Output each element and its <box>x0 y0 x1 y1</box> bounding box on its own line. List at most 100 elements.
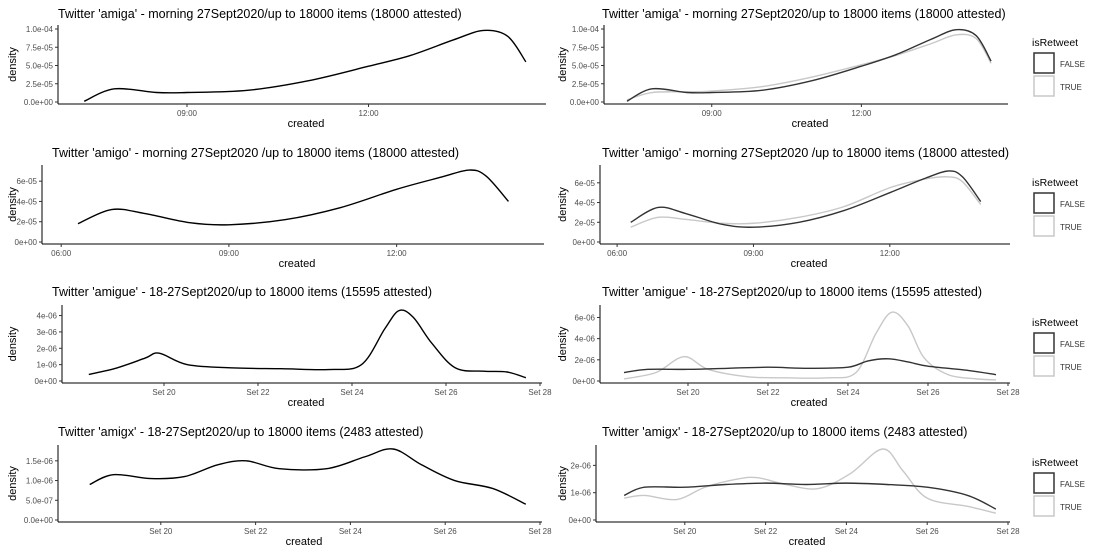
x-tick-label: Set 28 <box>528 527 552 536</box>
legend-title: isRetweet <box>1032 457 1078 469</box>
chart-panel-8: Twitter 'amigx' - 18-27Sept2020/up to 18… <box>557 425 1085 548</box>
x-tick-label: Set 24 <box>836 388 860 397</box>
chart-panel-4: Twitter 'amigo' - morning 27Sept2020 /up… <box>557 146 1085 270</box>
chart-title: Twitter 'amiga' - morning 27Sept2020/up … <box>602 7 1006 21</box>
y-axis-label: density <box>7 466 19 501</box>
x-tick-label: Set 28 <box>996 388 1020 397</box>
y-tick-label: 2.5e-05 <box>26 80 54 89</box>
y-axis-label: density <box>557 326 569 361</box>
y-tick-label: 2e-06 <box>575 356 596 365</box>
x-axis-label: created <box>288 397 325 409</box>
x-axis-label: created <box>279 258 316 270</box>
series-line-true <box>626 33 992 101</box>
legend-key-false <box>1033 332 1055 354</box>
y-axis-label: density <box>557 187 569 222</box>
y-tick-label: 6e-05 <box>17 177 38 186</box>
legend-key-true <box>1033 495 1055 517</box>
y-axis-label: density <box>557 466 569 501</box>
series-line-true <box>624 448 997 514</box>
y-axis-label: density <box>7 187 19 222</box>
x-tick-label: Set 20 <box>149 527 173 536</box>
legend-key-true <box>1033 355 1055 377</box>
chart-title: Twitter 'amigx' - 18-27Sept2020/up to 18… <box>58 425 423 439</box>
chart-title: Twitter 'amigue' - 18-27Sept2020/up to 1… <box>602 285 982 299</box>
y-tick-label: 7.5e-05 <box>26 43 54 52</box>
chart-panel-7: Twitter 'amigx' - 18-27Sept2020/up to 18… <box>7 425 552 548</box>
series-line-false <box>630 170 982 228</box>
y-tick-label: 6e-06 <box>575 313 596 322</box>
series-line-false <box>623 358 997 376</box>
x-tick-label: 06:00 <box>51 249 72 258</box>
legend-key-false <box>1033 472 1055 494</box>
x-tick-label: Set 22 <box>246 388 270 397</box>
y-tick-label: 4e-05 <box>17 197 38 206</box>
y-tick-label: 2e-05 <box>17 218 38 227</box>
x-tick-label: Set 22 <box>754 527 778 536</box>
series-line-density <box>77 169 509 226</box>
y-tick-label: 0.0e+00 <box>24 516 54 525</box>
y-tick-label: 1.0e-04 <box>572 25 600 34</box>
x-tick-label: Set 22 <box>756 388 780 397</box>
x-axis-label: created <box>791 258 828 270</box>
x-tick-label: Set 20 <box>152 388 176 397</box>
legend-label: FALSE <box>1060 200 1085 209</box>
legend-label: TRUE <box>1060 363 1082 372</box>
y-tick-label: 0e+00 <box>569 516 592 525</box>
legend: isRetweet FALSE TRUE <box>1032 317 1085 377</box>
y-tick-label: 4e-05 <box>575 199 596 208</box>
legend-label: FALSE <box>1060 340 1085 349</box>
series-line-true <box>630 176 982 228</box>
series-line-density <box>88 309 527 379</box>
x-axis-label: created <box>286 536 323 548</box>
series-line-true <box>623 311 997 381</box>
legend-label: TRUE <box>1060 223 1082 232</box>
y-tick-label: 5.0e-07 <box>26 496 54 505</box>
x-tick-label: 09:00 <box>702 109 723 118</box>
x-tick-label: Set 28 <box>996 527 1020 536</box>
y-tick-label: 1e-06 <box>571 489 592 498</box>
x-tick-label: Set 26 <box>434 388 458 397</box>
y-tick-label: 0e+00 <box>573 238 596 247</box>
x-tick-label: Set 28 <box>528 388 552 397</box>
x-axis-label: created <box>789 536 826 548</box>
y-tick-label: 0e+00 <box>35 377 58 386</box>
x-tick-label: Set 24 <box>835 527 859 536</box>
y-tick-label: 0.0e+00 <box>570 98 600 107</box>
x-axis-label: created <box>792 118 829 130</box>
y-tick-label: 5.0e-05 <box>26 62 54 71</box>
legend-label: TRUE <box>1060 503 1082 512</box>
x-tick-label: Set 26 <box>434 527 458 536</box>
x-tick-label: 06:00 <box>607 249 628 258</box>
y-tick-label: 0.0e+00 <box>24 98 54 107</box>
chart-panel-3: Twitter 'amigo' - morning 27Sept2020 /up… <box>7 146 544 270</box>
y-tick-label: 2e-05 <box>575 218 596 227</box>
chart-panel-2: Twitter 'amiga' - morning 27Sept2020/up … <box>557 7 1085 130</box>
y-tick-label: 7.5e-05 <box>572 43 600 52</box>
legend-key-true <box>1033 215 1055 237</box>
x-tick-label: Set 22 <box>244 527 268 536</box>
series-line-density <box>89 448 527 505</box>
legend-label: FALSE <box>1060 60 1085 69</box>
y-tick-label: 3e-06 <box>37 328 58 337</box>
y-tick-label: 1.0e-04 <box>26 25 54 34</box>
y-axis-label: density <box>7 326 19 361</box>
legend-label: FALSE <box>1060 480 1085 489</box>
legend-title: isRetweet <box>1032 317 1078 329</box>
x-tick-label: 12:00 <box>880 249 901 258</box>
x-tick-label: Set 26 <box>916 388 940 397</box>
legend: isRetweet FALSE TRUE <box>1032 457 1085 517</box>
legend-key-false <box>1033 52 1055 74</box>
chart-title: Twitter 'amigo' - morning 27Sept2020 /up… <box>52 146 459 160</box>
legend-key-false <box>1033 192 1055 214</box>
x-tick-label: 12:00 <box>851 109 872 118</box>
x-tick-label: Set 20 <box>673 527 697 536</box>
x-tick-label: Set 20 <box>676 388 700 397</box>
y-tick-label: 4e-06 <box>575 335 596 344</box>
legend: isRetweet FALSE TRUE <box>1032 37 1085 97</box>
chart-panel-1: Twitter 'amiga' - morning 27Sept2020/up … <box>7 7 546 130</box>
x-tick-label: 09:00 <box>743 249 764 258</box>
y-tick-label: 1.5e-06 <box>26 457 54 466</box>
legend-title: isRetweet <box>1032 37 1078 49</box>
chart-title: Twitter 'amigx' - 18-27Sept2020/up to 18… <box>602 425 967 439</box>
